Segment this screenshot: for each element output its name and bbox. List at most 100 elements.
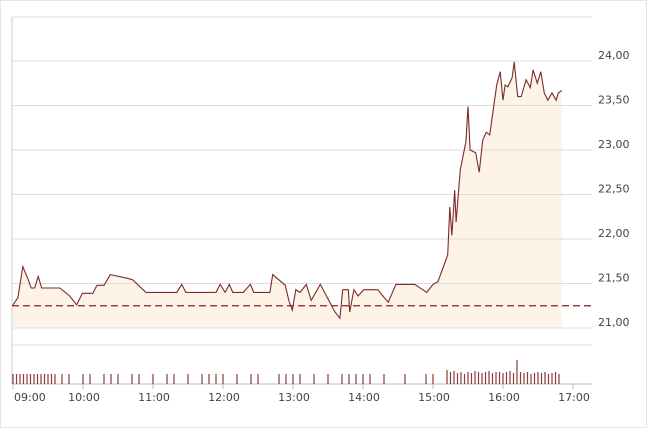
y-tick-label: 22,00 [598,227,630,240]
volume-bar [29,374,32,384]
y-tick-label: 21,50 [598,272,630,285]
volume-bar [201,374,203,384]
x-tick-label: 09:00 [14,391,46,404]
volume-bar [456,373,459,384]
x-tick-label: 13:00 [278,391,310,404]
x-tick-label: 15:00 [418,391,450,404]
volume-bar [152,374,154,384]
volume-bar [82,374,84,384]
volume-bar [285,374,287,384]
volume-bar [460,372,462,384]
y-tick-label: 22,50 [598,183,630,196]
volume-bar [22,374,25,384]
volume-bar [474,371,476,384]
volume-bar [341,374,343,384]
volume-bar [488,371,490,384]
y-tick-label: 24,00 [598,49,630,62]
volume-bar [50,374,53,384]
volume-bar [491,373,494,384]
volume-bar [519,372,522,384]
y-tick-label: 21,00 [598,316,630,329]
volume-bar [453,371,455,384]
x-tick-label: 16:00 [488,391,520,404]
volume-bar [502,373,504,384]
volume-bar [509,371,511,384]
volume-bar [89,374,91,384]
volume-bar [467,372,469,384]
volume-bar [313,374,315,384]
volume-bar [369,374,371,384]
volume-bar [526,372,529,384]
volume-bar [470,373,473,384]
x-tick-label: 17:00 [558,391,590,404]
volume-bar [554,372,557,384]
volume-bar [449,372,452,384]
area-group [13,61,562,329]
volume-bar [327,374,329,384]
volume-bar [523,373,525,384]
volume-bar [250,374,252,384]
volume-bar [516,360,518,384]
volume-bar [166,374,168,384]
volume-bar [43,374,46,384]
volume-bar [19,374,21,384]
volume-bar [477,372,480,384]
volume-bar [215,374,217,384]
y-tick-label: 23,50 [598,94,630,107]
y-tick-label: 23,00 [598,138,630,151]
volume-bar [54,374,56,384]
volume-bar [131,374,133,384]
x-tick-label: 10:00 [68,391,100,404]
volume-bar [110,374,112,384]
volume-bar [208,374,210,384]
volume-bar [15,374,18,384]
volume-bar [512,373,515,384]
volume-bar [26,374,28,384]
volume-bar [495,372,497,384]
volume-bar [278,374,280,384]
volume-bar [551,373,553,384]
volume-bar [40,374,42,384]
volume-bar [68,374,70,384]
volume-bar [187,374,189,384]
volume-bar [236,374,238,384]
volume-bar [425,374,427,384]
volume-bar [362,374,364,384]
volume-bar [547,374,550,384]
volume-bar [432,374,434,384]
volume-bar [138,374,140,384]
x-tick-label: 14:00 [348,391,380,404]
volume-bar [292,374,294,384]
volume-bar [257,374,259,384]
volume-bar [383,374,385,384]
area [13,61,562,329]
volume-bar [463,374,466,384]
volume-bar [36,374,39,384]
volume-bar [222,374,224,384]
volume-bar [348,374,350,384]
volume-bar [530,374,532,384]
volume-bar [355,374,357,384]
volume-bar [505,372,508,384]
volume-bar [173,374,175,384]
volume-bar [544,372,546,384]
volume-bar [498,372,501,384]
price-line [12,61,563,320]
volume-bar [404,374,406,384]
volume-bar [117,374,119,384]
volume-bar [47,374,49,384]
volume-bar [540,373,543,384]
x-tick-label: 11:00 [138,391,170,404]
volume-bar [61,374,63,384]
volume-bar [12,374,14,384]
volume-bar [299,374,301,384]
volume-bar [484,372,487,384]
volume-bar [481,373,483,384]
volume-bar [533,373,536,384]
volume-bar [446,370,448,384]
x-tick-label: 12:00 [208,391,240,404]
volume-bar [537,372,539,384]
volume-bar [103,374,105,384]
